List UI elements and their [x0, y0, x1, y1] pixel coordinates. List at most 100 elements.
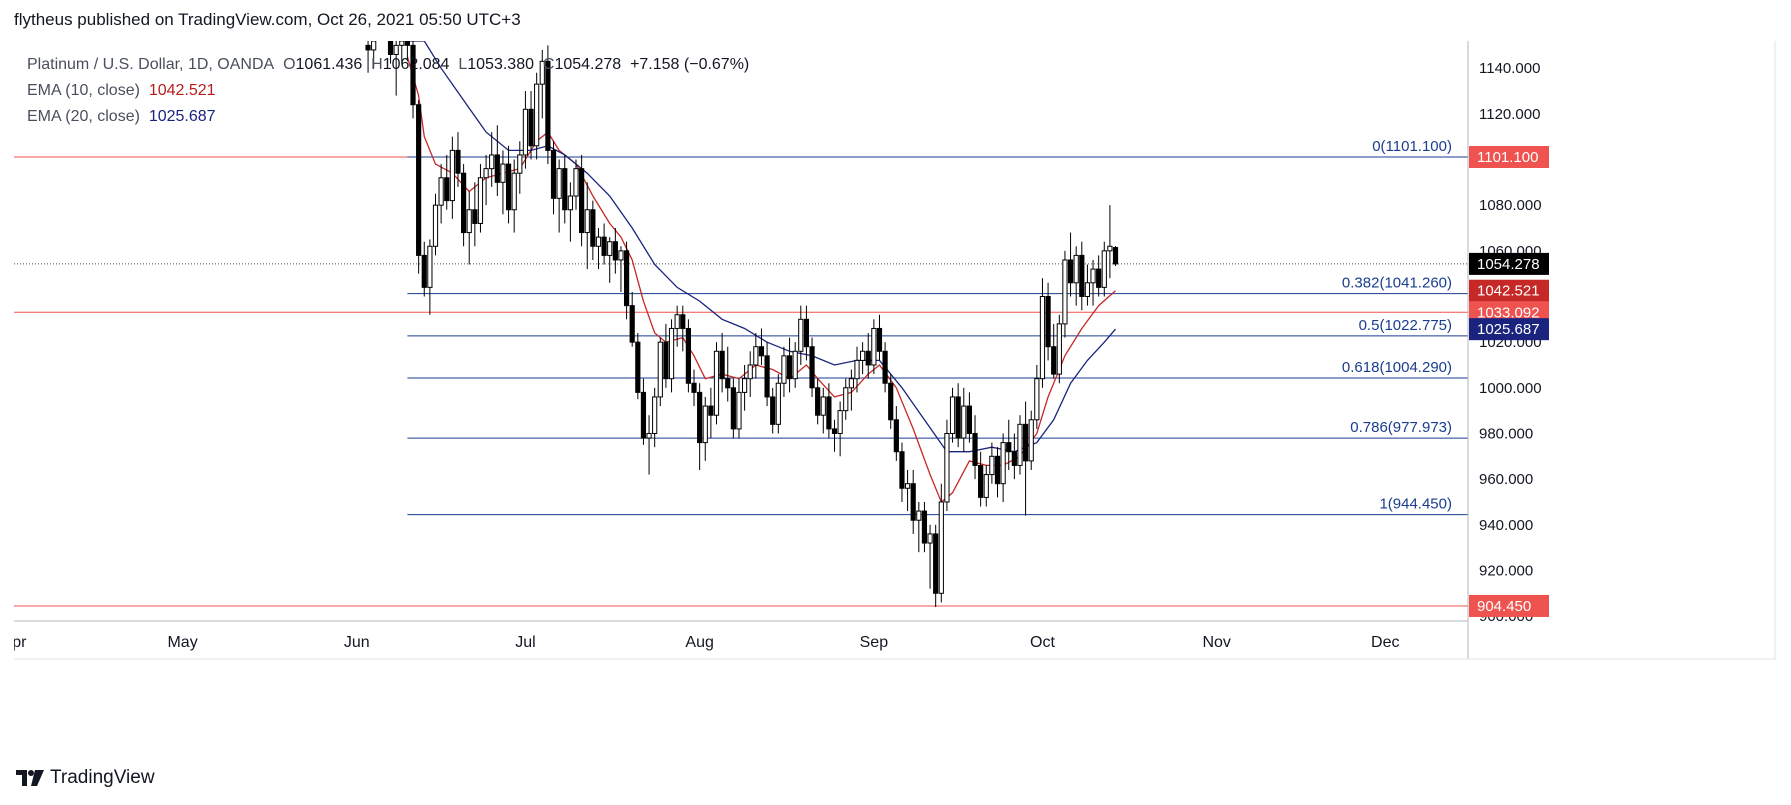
candle-body-112 — [1006, 442, 1012, 453]
candle-body-114 — [1017, 423, 1023, 466]
x-tick-label-2: Jun — [344, 634, 370, 651]
chart-area[interactable]: 0(1101.100) 0.382(1041.260) 0.5(1022.775) 0… — [2, 40, 1776, 753]
x-tick-label-3: Jul — [515, 634, 535, 651]
candle-body-26 — [522, 108, 529, 156]
candle-body-18 — [477, 177, 484, 224]
candle-body-60 — [713, 350, 720, 416]
price-tags: 1101.100 1054.278 1042.521 1033.0921025.687… — [1469, 146, 1549, 617]
ema20-value: 1025.687 — [148, 108, 216, 125]
candle-body-76 — [803, 318, 810, 348]
candle-body-88 — [871, 327, 877, 366]
candle-body-25 — [517, 154, 523, 174]
legend-ema20-row[interactable]: EMA (20, close) 1025.687 — [27, 104, 749, 130]
candle-body-46 — [635, 341, 641, 393]
open-value: 1061.436 — [295, 56, 363, 73]
candle-body-129 — [1101, 250, 1107, 288]
ema10-tag-bg — [1469, 279, 1549, 302]
candle-body-52 — [668, 327, 675, 380]
candle-body-126 — [1084, 282, 1091, 297]
ema10-label: EMA (10, close) — [27, 82, 140, 99]
candle-body-29 — [539, 60, 545, 85]
candle-body-72 — [781, 355, 787, 384]
y-tick-label-1: 940.000 — [1479, 517, 1533, 534]
candle-body-122 — [1062, 259, 1068, 325]
horizontal-lines — [14, 156, 1468, 607]
candle-body-39 — [595, 236, 602, 247]
candles — [365, 40, 1119, 607]
candle-body-98 — [927, 533, 933, 544]
ema20-tag-bg — [1469, 318, 1549, 341]
candle-body-89 — [876, 327, 883, 352]
candle-body-74 — [792, 350, 798, 380]
candle-body-127 — [1090, 268, 1096, 284]
candle-body-101 — [944, 432, 950, 503]
candle-body-109 — [989, 455, 995, 476]
candle-body-14 — [455, 149, 461, 174]
axes: 920.000940.000960.000980.0001000.0001020… — [2, 41, 1776, 660]
candle-body-124 — [1073, 254, 1079, 284]
candle-body-83 — [843, 387, 849, 412]
candle-body-82 — [837, 410, 843, 434]
candle-body-10 — [432, 204, 439, 247]
candle-body-28 — [534, 83, 540, 147]
candle-body-13 — [449, 149, 455, 202]
candle-body-35 — [573, 168, 579, 197]
y-tick-label-3: 980.000 — [1479, 425, 1533, 442]
candle-body-37 — [584, 209, 590, 234]
candle-body-56 — [691, 382, 697, 393]
legend-ema10-row[interactable]: EMA (10, close) 1042.521 — [27, 78, 749, 104]
candle-body-27 — [528, 108, 534, 147]
low-label: L — [458, 56, 468, 73]
candle-body-77 — [809, 346, 815, 389]
candle-body-90 — [882, 350, 888, 384]
candle-body-117 — [1034, 378, 1040, 421]
candle-body-97 — [921, 510, 928, 544]
price-chart[interactable]: 0(1101.100) 0.382(1041.260) 0.5(1022.775) 0… — [2, 40, 1776, 753]
candle-body-123 — [1067, 259, 1074, 284]
last-price-tag-label: 1054.278 — [1477, 256, 1540, 273]
tradingview-brand: TradingView — [50, 767, 155, 788]
candle-body-48 — [646, 432, 652, 439]
candle-body-85 — [854, 359, 860, 380]
y-tick-label-4: 1000.000 — [1479, 380, 1542, 397]
candle-body-69 — [764, 355, 770, 398]
candle-body-108 — [983, 474, 989, 498]
candle-body-118 — [1039, 295, 1046, 380]
candle-body-84 — [848, 378, 854, 389]
close-label: C — [542, 56, 555, 73]
candle-body-81 — [831, 428, 838, 434]
candle-body-40 — [601, 236, 607, 256]
candle-body-91 — [888, 382, 894, 421]
fibonacci-levels[interactable]: 0(1101.100) 0.382(1041.260) 0.5(1022.775) 0… — [407, 138, 1468, 516]
candle-body-63 — [730, 387, 736, 430]
candle-body-4 — [399, 40, 405, 46]
hline-tag-0-label: 1101.100 — [1477, 149, 1538, 166]
candle-body-66 — [747, 364, 753, 380]
x-tick-label-0: Apr — [14, 634, 27, 651]
candle-body-116 — [1028, 419, 1034, 462]
candle-body-54 — [680, 314, 686, 329]
chart-legend[interactable]: Platinum / U.S. Dollar, 1D, OANDA O1061.… — [27, 52, 749, 130]
y-tick-label-10: 1140.000 — [1479, 60, 1540, 77]
candle-body-70 — [770, 396, 776, 425]
candle-body-113 — [1011, 451, 1017, 466]
tradingview-logo[interactable]: TradingView — [16, 767, 155, 789]
candle-body-79 — [820, 396, 826, 416]
candle-body-68 — [758, 346, 765, 357]
y-tick-label-8: 1080.000 — [1479, 197, 1542, 214]
published-line: flytheus published on TradingView.com, O… — [14, 10, 521, 29]
candle-body-41 — [607, 241, 613, 256]
candle-body-5 — [404, 40, 410, 46]
high-value: 1062.084 — [382, 56, 450, 73]
candle-body-36 — [579, 168, 585, 234]
candle-body-92 — [893, 419, 899, 453]
candle-body-99 — [933, 533, 939, 594]
ema20-label: EMA (20, close) — [27, 108, 140, 125]
symbol-label: Platinum / U.S. Dollar, 1D, OANDA — [27, 56, 275, 73]
x-tick-label-5: Sep — [860, 634, 889, 651]
candle-body-11 — [438, 177, 444, 206]
candle-body-121 — [1056, 323, 1062, 375]
hline-tag-2-label: 904.450 — [1477, 598, 1531, 615]
candle-body-106 — [972, 432, 978, 466]
candle-body-24 — [511, 172, 517, 211]
